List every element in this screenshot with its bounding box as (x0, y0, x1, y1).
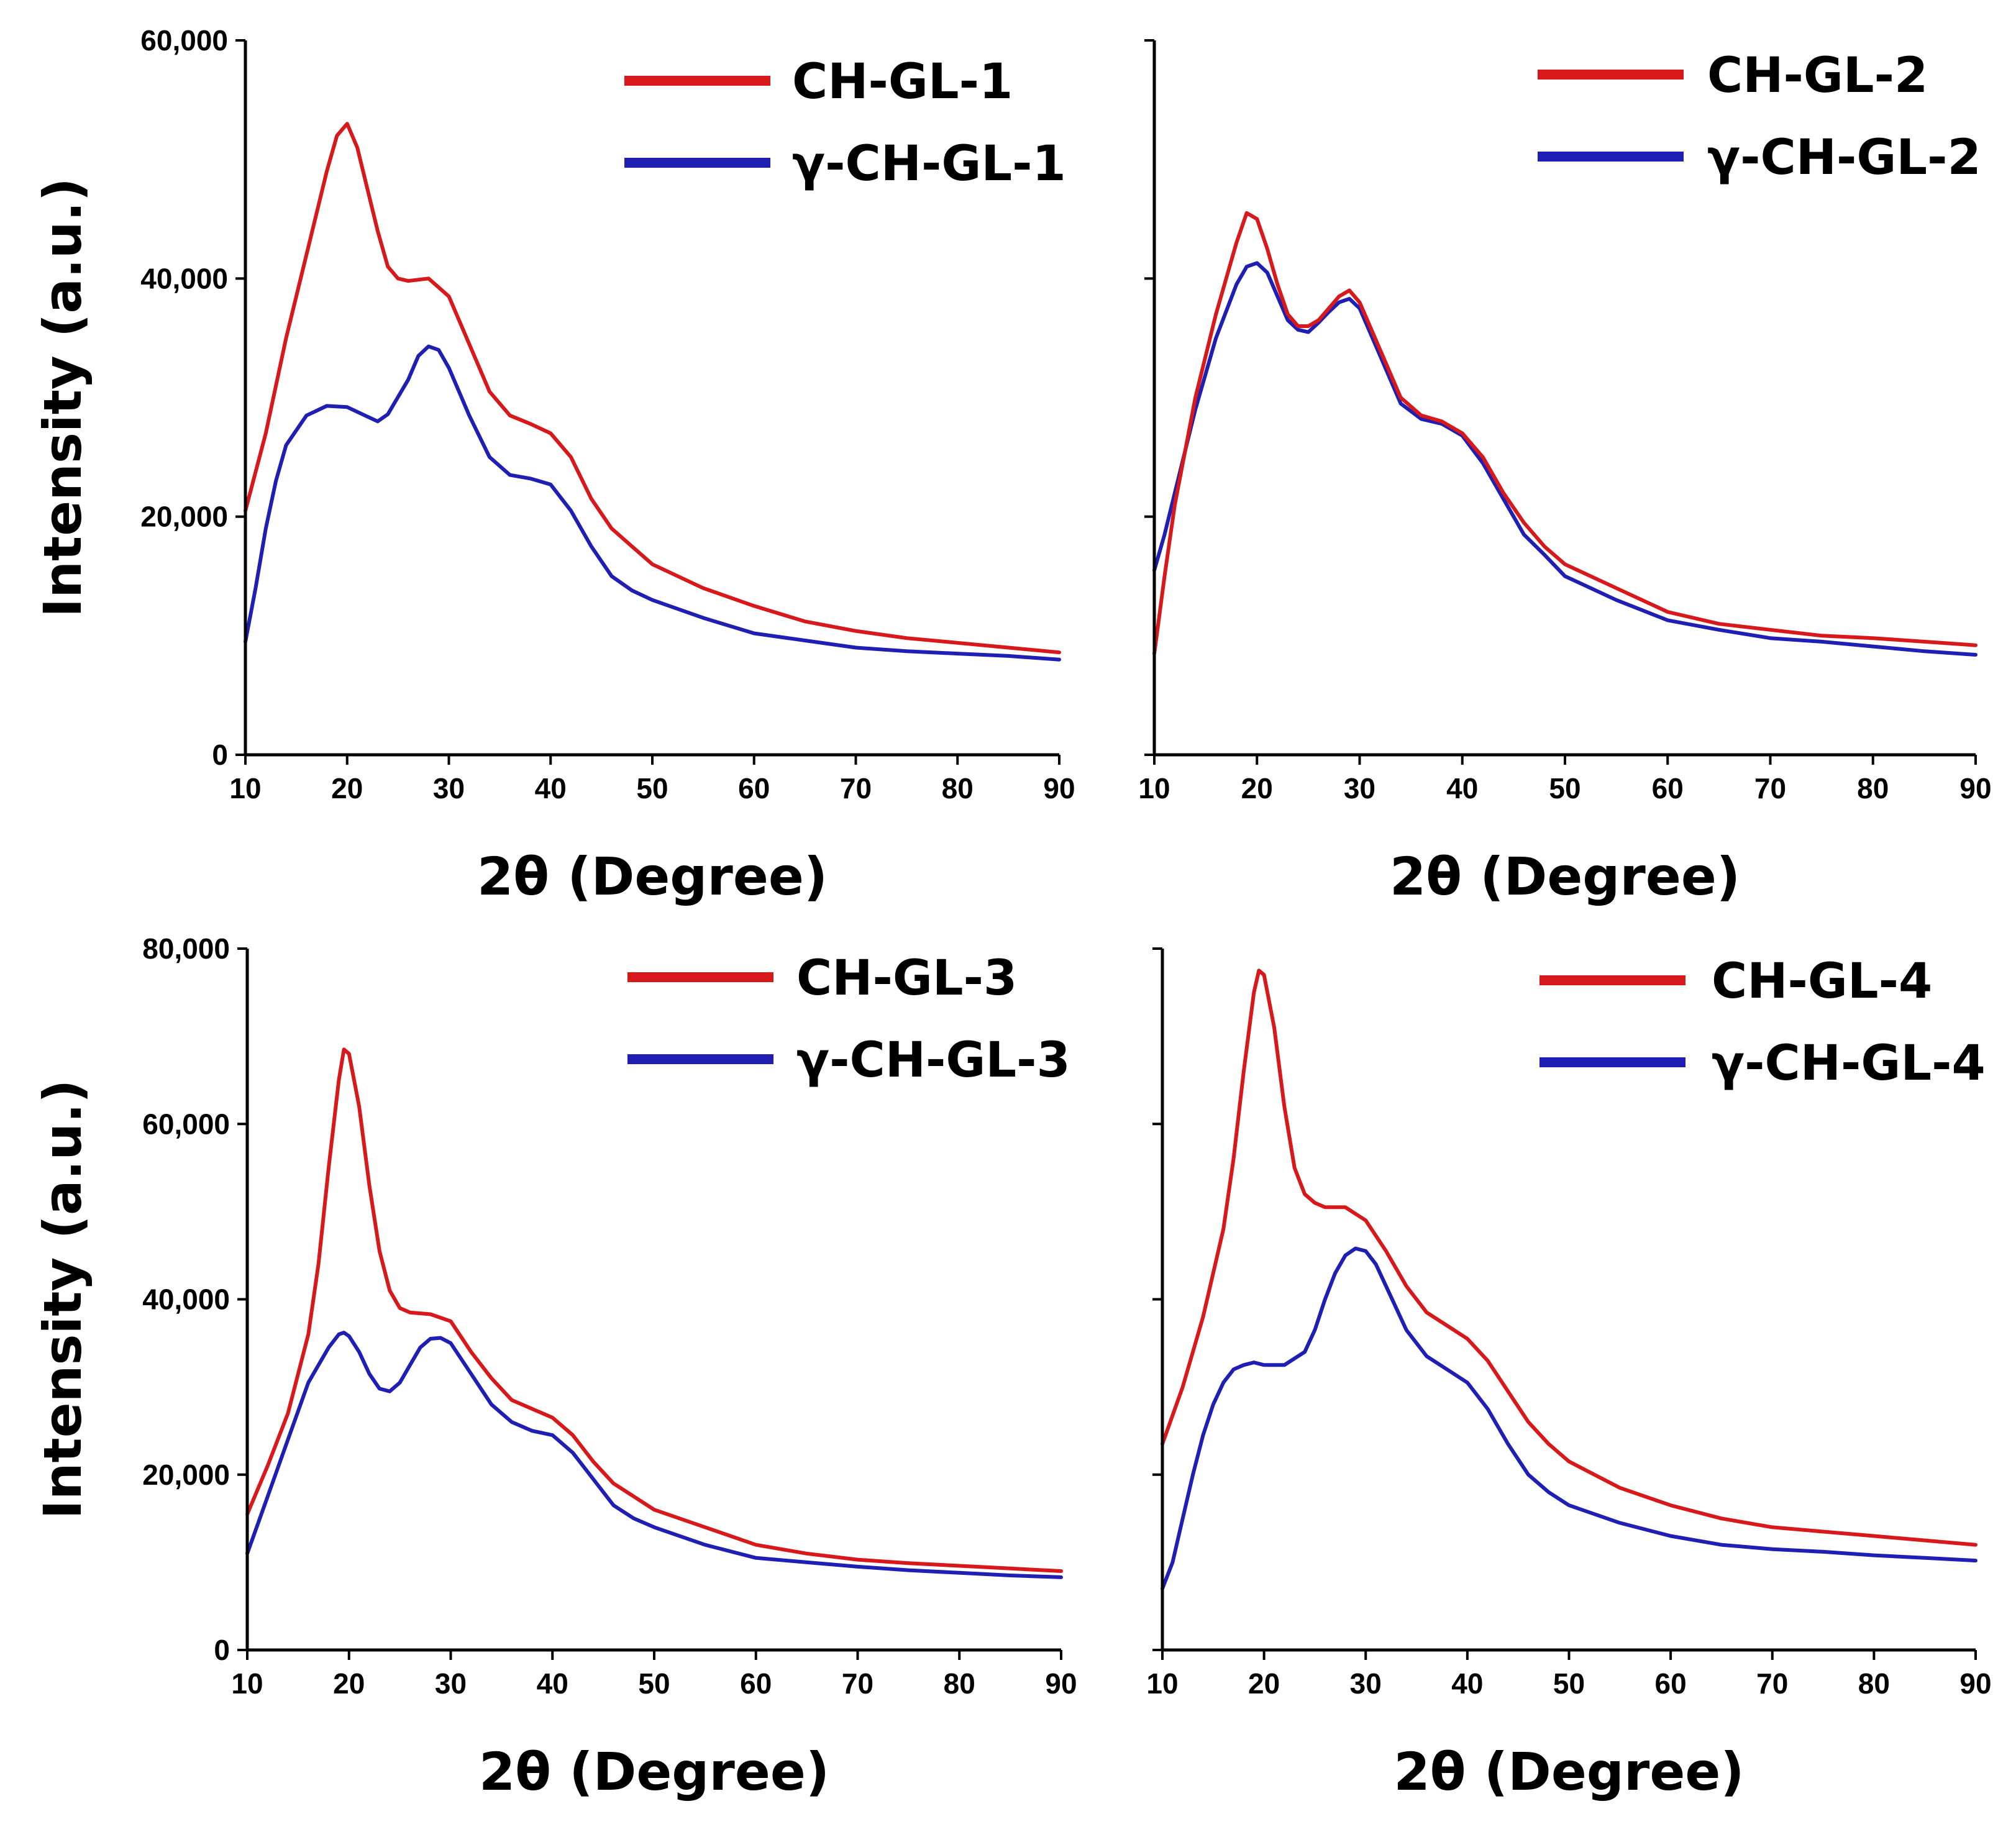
top-right-x-tick-label: 20 (1241, 772, 1273, 804)
bottom-left-legend-label: γ-CH-GL-3 (796, 1032, 1070, 1088)
bottom-left-series-ch-gl-line (245, 1047, 1063, 1573)
panel-top-right: 10 20 30 40 50 60 70 80 90 2θ (Degree) CH-GL-2 γ-CH… (1138, 39, 1992, 907)
top-left-series-gamma-ch-gl-line (244, 344, 1061, 662)
top-right-x-axis-label: 2θ (Degree) (1390, 846, 1740, 907)
top-right-x-tick-label: 10 (1138, 772, 1170, 804)
bottom-left-y-tick-label: 80,000 (142, 932, 230, 965)
top-left-x-tick-label: 70 (840, 772, 872, 804)
bottom-right-x-tick-label: 20 (1248, 1667, 1280, 1700)
bottom-right-x-tick-label: 90 (1959, 1667, 1991, 1700)
top-right-series-gamma-ch-gl-line (1152, 261, 1977, 657)
bottom-right-series-ch-gl-line (1161, 968, 1977, 1547)
bottom-right-series-gamma-ch-gl-line (1161, 1246, 1977, 1591)
panel-bottom-right: 10 20 30 40 50 60 70 80 90 2θ (Degree) CH-GL-4 γ-CH… (1146, 947, 1992, 1802)
bottom-right-legend-label: γ-CH-GL-4 (1712, 1036, 1986, 1091)
bottom-right-x-tick-label: 60 (1655, 1667, 1687, 1700)
top-left-legend-label: CH-GL-1 (792, 54, 1013, 110)
bottom-left-x-tick-label: 90 (1045, 1667, 1077, 1700)
bottom-right-x-tick-label: 30 (1350, 1667, 1382, 1700)
top-left-x-tick-label: 50 (636, 772, 668, 804)
bottom-left-x-axis-label: 2θ (Degree) (479, 1741, 829, 1802)
top-left-series-ch-gl-line (244, 122, 1061, 655)
bottom-left-x-tick-label: 60 (740, 1667, 772, 1700)
top-right-x-tick-label: 40 (1446, 772, 1478, 804)
bottom-left-y-axis-label: Intensity (a.u.) (32, 1079, 93, 1519)
top-right-legend-label: CH-GL-2 (1707, 48, 1928, 104)
bottom-left-legend-label: CH-GL-3 (796, 950, 1017, 1006)
bottom-right-legend-label: CH-GL-4 (1712, 954, 1932, 1009)
top-left-x-tick-label: 40 (535, 772, 567, 804)
top-left-x-tick-label: 20 (331, 772, 363, 804)
top-right-series-ch-gl-line (1152, 211, 1977, 656)
top-right-x-tick-label: 70 (1754, 772, 1786, 804)
bottom-left-y-tick-label: 60,000 (142, 1108, 230, 1140)
top-left-x-axis-label: 2θ (Degree) (477, 846, 828, 907)
bottom-left-x-tick-label: 20 (333, 1667, 365, 1700)
top-right-x-tick-label: 80 (1857, 772, 1889, 804)
top-left-x-tick-label: 10 (229, 772, 261, 804)
top-left-y-axis-label: Intensity (a.u.) (32, 178, 93, 618)
bottom-left-x-tick-label: 10 (231, 1667, 263, 1700)
bottom-left-x-tick-label: 50 (638, 1667, 670, 1700)
top-right-x-tick-label: 60 (1652, 772, 1684, 804)
bottom-right-x-axis-label: 2θ (Degree) (1393, 1741, 1744, 1802)
bottom-left-x-tick-label: 30 (435, 1667, 467, 1700)
top-left-y-tick-label: 0 (212, 739, 228, 771)
top-right-x-tick-label: 30 (1344, 772, 1375, 804)
bottom-right-x-tick-label: 40 (1451, 1667, 1483, 1700)
panel-bottom-left: 10 20 30 40 50 60 70 80 90 0 20,000 40,000 60,000 80,… (32, 932, 1077, 1802)
top-right-legend-label: γ-CH-GL-2 (1707, 130, 1981, 186)
top-left-x-tick-label: 30 (433, 772, 465, 804)
top-left-x-tick-label: 60 (738, 772, 770, 804)
top-left-x-tick-label: 80 (942, 772, 974, 804)
bottom-left-y-tick-label: 0 (214, 1634, 230, 1666)
bottom-left-x-tick-label: 70 (842, 1667, 873, 1700)
bottom-right-x-tick-label: 50 (1553, 1667, 1585, 1700)
top-left-y-tick-label: 60,000 (140, 24, 228, 57)
bottom-right-x-tick-label: 80 (1858, 1667, 1890, 1700)
panel-top-left: 10 20 30 40 50 60 70 80 90 0 20,000 40,000 60,000 2θ … (32, 24, 1075, 907)
top-left-y-tick-label: 40,000 (140, 262, 228, 294)
top-left-x-tick-label: 90 (1043, 772, 1075, 804)
bottom-left-x-tick-label: 80 (944, 1667, 975, 1700)
top-left-legend-label: γ-CH-GL-1 (792, 136, 1066, 192)
bottom-left-y-tick-label: 20,000 (142, 1459, 230, 1491)
top-left-y-tick-label: 20,000 (140, 501, 228, 533)
bottom-left-series-gamma-ch-gl-line (245, 1331, 1063, 1579)
bottom-right-x-tick-label: 10 (1146, 1667, 1178, 1700)
bottom-left-x-tick-label: 40 (537, 1667, 568, 1700)
bottom-left-y-tick-label: 40,000 (142, 1283, 230, 1316)
top-right-x-tick-label: 50 (1549, 772, 1580, 804)
top-right-x-tick-label: 90 (1959, 772, 1991, 804)
bottom-right-x-tick-label: 70 (1756, 1667, 1788, 1700)
